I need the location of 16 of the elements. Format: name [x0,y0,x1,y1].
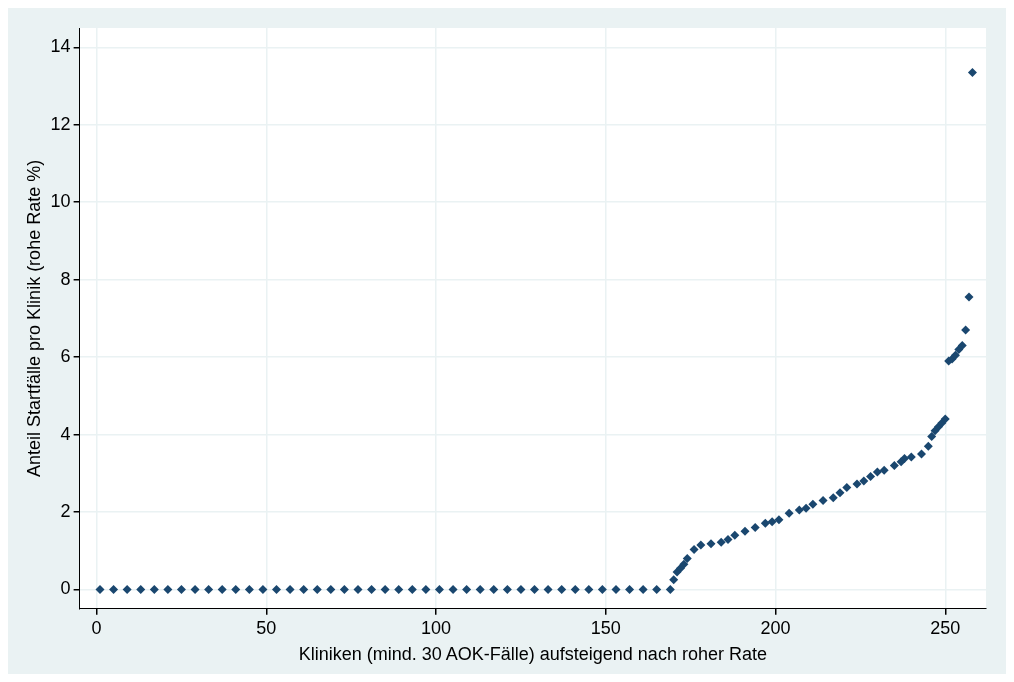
x-tick-label: 0 [91,617,102,638]
y-tick-label: 2 [60,500,71,521]
x-tick-label: 200 [760,617,791,638]
x-tick-label: 100 [421,617,452,638]
y-tick-label: 10 [50,191,71,212]
y-tick-label: 0 [60,578,71,599]
y-tick-label: 8 [60,268,71,289]
y-tick-label: 12 [50,113,71,134]
x-tick-label: 150 [590,617,621,638]
x-tick-label: 250 [930,617,961,638]
y-tick-label: 14 [50,36,71,57]
y-tick-label: 6 [60,346,71,367]
y-tick-label: 4 [60,423,71,444]
y-axis-title: Anteil Startfälle pro Klinik (rohe Rate %) [23,159,44,477]
x-axis-title: Kliniken (mind. 30 AOK-Fälle) aufsteigend nach roher Rate [298,644,767,665]
x-tick-label: 50 [256,617,277,638]
